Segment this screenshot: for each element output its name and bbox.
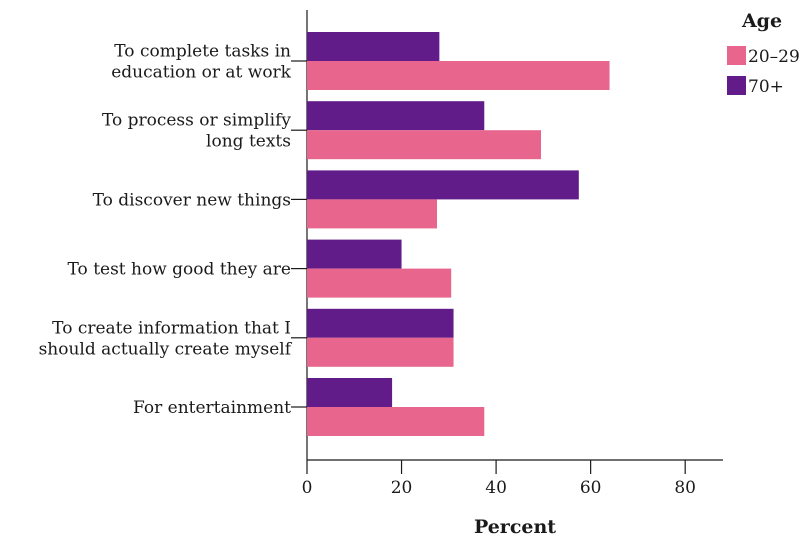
bar-older-1 <box>307 101 485 131</box>
legend-label: 70+ <box>748 77 784 97</box>
legend-label: 20–29 <box>748 47 800 67</box>
x-tick-label: 20 <box>391 478 413 498</box>
legend: Age 20–29 70+ <box>727 10 800 97</box>
bar-older-3 <box>307 239 402 269</box>
x-axis-title: Percent <box>474 516 556 538</box>
bar-older-5 <box>307 378 393 407</box>
x-tick-label: 0 <box>302 478 313 498</box>
category-label: education or at work <box>111 63 291 83</box>
x-tick-labels: 0 20 40 60 80 <box>302 478 696 498</box>
bar-younger-1 <box>307 130 541 160</box>
category-label: long texts <box>206 132 291 152</box>
bar-younger-0 <box>307 61 610 90</box>
bar-younger-4 <box>307 337 454 367</box>
bar-younger-2 <box>307 199 437 229</box>
bar-older-4 <box>307 308 454 338</box>
bar-older-0 <box>307 32 440 61</box>
category-label: To process or simplify <box>102 111 291 131</box>
category-label: For entertainment <box>133 398 291 418</box>
category-label: To discover new things <box>93 190 291 210</box>
x-tick-label: 40 <box>485 478 507 498</box>
legend-swatch <box>727 76 746 95</box>
category-label: To create information that I <box>52 318 291 338</box>
bars <box>307 32 610 436</box>
category-label: should actually create myself <box>39 339 293 359</box>
legend-swatch <box>727 46 746 65</box>
category-label: To complete tasks in <box>114 42 291 62</box>
legend-title: Age <box>741 10 782 32</box>
bar-younger-3 <box>307 268 452 298</box>
x-tick-label: 60 <box>580 478 602 498</box>
bar-younger-5 <box>307 407 485 436</box>
category-label: To test how good they are <box>68 260 291 280</box>
bar-older-2 <box>307 170 579 200</box>
x-tick-label: 80 <box>674 478 696 498</box>
